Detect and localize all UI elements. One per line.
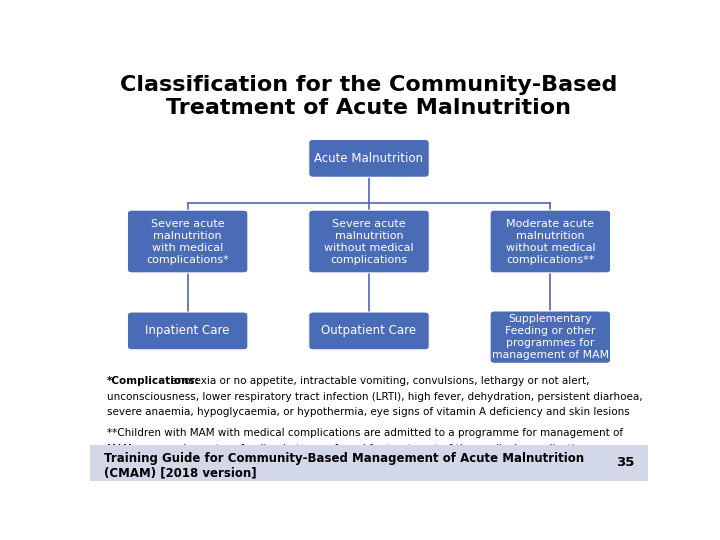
- FancyBboxPatch shape: [309, 210, 429, 273]
- Text: Training Guide for Community-Based Management of Acute Malnutrition: Training Guide for Community-Based Manag…: [104, 451, 584, 464]
- Text: Acute Malnutrition: Acute Malnutrition: [315, 152, 423, 165]
- Text: anorexia or no appetite, intractable vomiting, convulsions, lethargy or not aler: anorexia or no appetite, intractable vom…: [171, 376, 590, 386]
- Text: severe anaemia, hypoglycaemia, or hypothermia, eye signs of vitamin A deficiency: severe anaemia, hypoglycaemia, or hypoth…: [107, 407, 629, 417]
- Text: MAM e.g. supplementary feeding but are referred for treatment of the medical com: MAM e.g. supplementary feeding but are r…: [107, 444, 603, 454]
- Text: Supplementary
Feeding or other
programmes for
management of MAM: Supplementary Feeding or other programme…: [492, 314, 609, 360]
- FancyBboxPatch shape: [309, 312, 429, 350]
- FancyBboxPatch shape: [309, 139, 429, 177]
- FancyBboxPatch shape: [490, 311, 611, 363]
- Text: appropriate: appropriate: [107, 460, 168, 470]
- Text: *Complications:: *Complications:: [107, 376, 199, 386]
- Text: **Children with MAM with medical complications are admitted to a programme for m: **Children with MAM with medical complic…: [107, 428, 623, 438]
- Text: Outpatient Care: Outpatient Care: [321, 325, 417, 338]
- Text: Severe acute
malnutrition
without medical
complications: Severe acute malnutrition without medica…: [324, 219, 414, 265]
- FancyBboxPatch shape: [127, 312, 248, 350]
- Text: unconsciousness, lower respiratory tract infection (LRTI), high fever, dehydrati: unconsciousness, lower respiratory tract…: [107, 392, 642, 402]
- FancyBboxPatch shape: [490, 210, 611, 273]
- Text: Inpatient Care: Inpatient Care: [145, 325, 230, 338]
- FancyBboxPatch shape: [90, 446, 648, 481]
- Text: Classification for the Community-Based
Treatment of Acute Malnutrition: Classification for the Community-Based T…: [120, 75, 618, 118]
- FancyBboxPatch shape: [127, 210, 248, 273]
- Text: Severe acute
malnutrition
with medical
complications*: Severe acute malnutrition with medical c…: [146, 219, 229, 265]
- Text: (CMAM) [2018 version]: (CMAM) [2018 version]: [104, 467, 256, 480]
- Text: Moderate acute
malnutrition
without medical
complications**: Moderate acute malnutrition without medi…: [505, 219, 595, 265]
- Text: 35: 35: [616, 456, 634, 469]
